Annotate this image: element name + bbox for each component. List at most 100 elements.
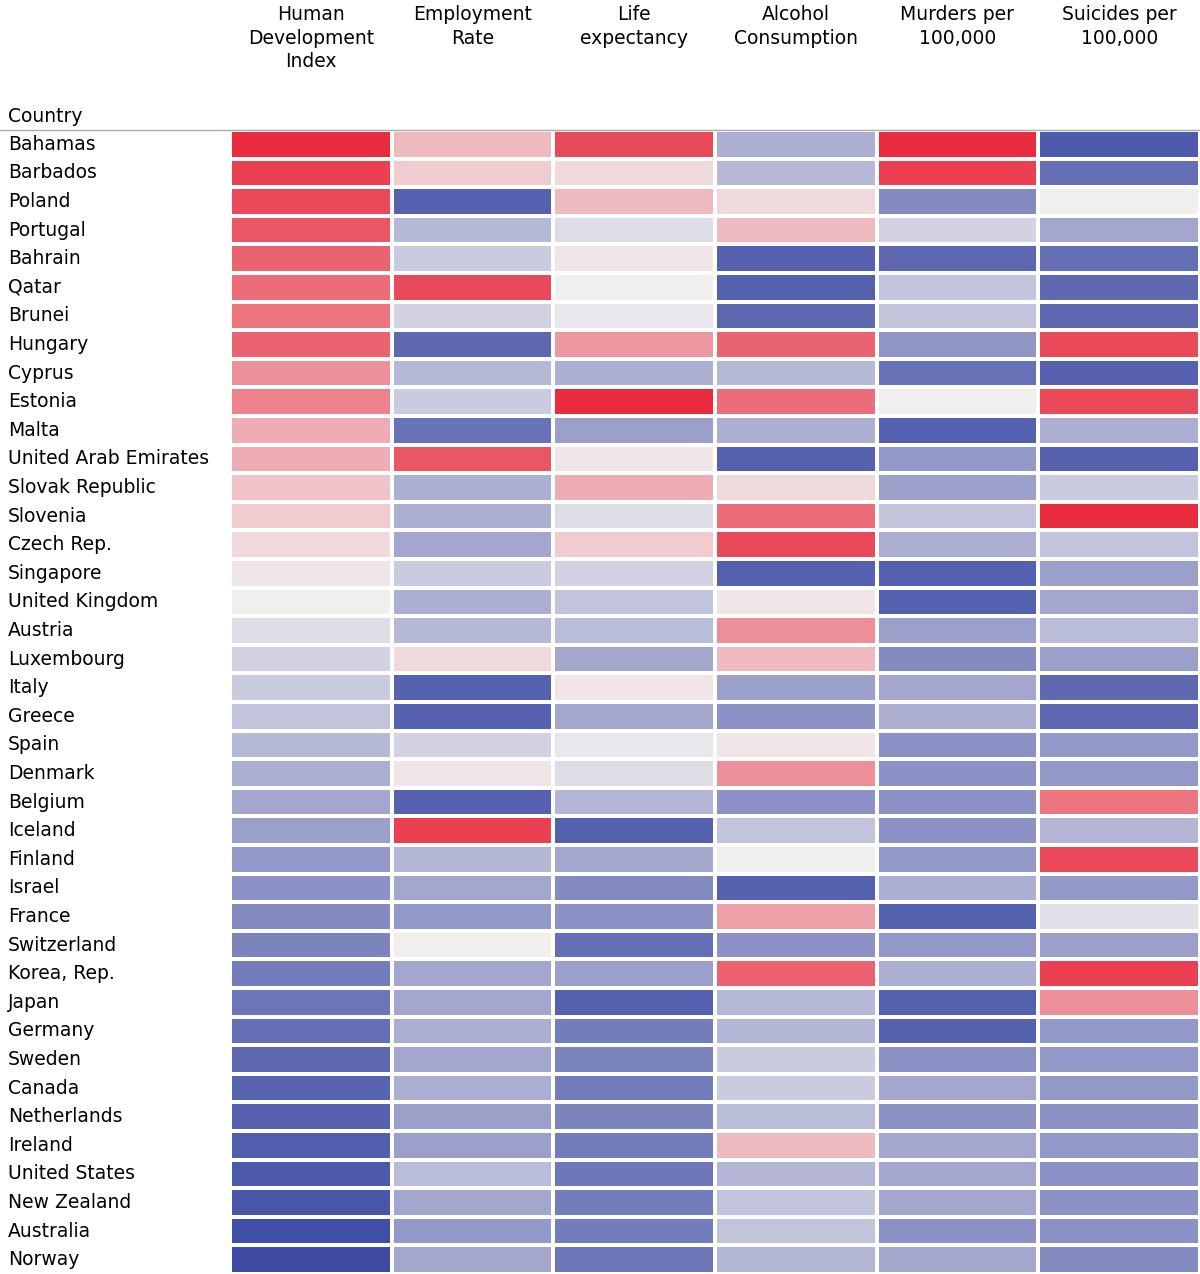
Bar: [556, 590, 713, 614]
Bar: [718, 390, 875, 414]
Bar: [878, 933, 1037, 957]
Bar: [394, 818, 551, 843]
Bar: [1040, 1162, 1198, 1186]
Text: Netherlands: Netherlands: [8, 1107, 122, 1126]
Bar: [1040, 447, 1198, 471]
Bar: [878, 705, 1037, 729]
Bar: [394, 1019, 551, 1043]
Bar: [556, 303, 713, 329]
Text: Hungary: Hungary: [8, 335, 89, 354]
Bar: [718, 561, 875, 586]
Text: Spain: Spain: [8, 735, 60, 754]
Bar: [394, 647, 551, 671]
Bar: [878, 1105, 1037, 1129]
Bar: [718, 303, 875, 329]
Text: Poland: Poland: [8, 192, 71, 211]
Text: Finland: Finland: [8, 850, 74, 869]
Bar: [1040, 761, 1198, 786]
Bar: [1040, 1047, 1198, 1071]
Text: Alcohol
Consumption: Alcohol Consumption: [734, 5, 858, 47]
Bar: [718, 590, 875, 614]
Bar: [556, 1105, 713, 1129]
Text: Australia: Australia: [8, 1222, 91, 1241]
Bar: [1040, 818, 1198, 843]
Bar: [556, 132, 713, 157]
Bar: [878, 962, 1037, 986]
Bar: [878, 761, 1037, 786]
Bar: [556, 733, 713, 757]
Bar: [394, 447, 551, 471]
Bar: [878, 447, 1037, 471]
Bar: [232, 818, 390, 843]
Bar: [1040, 705, 1198, 729]
Bar: [718, 647, 875, 671]
Bar: [1040, 1247, 1198, 1271]
Bar: [718, 218, 875, 242]
Text: Greece: Greece: [8, 707, 74, 726]
Bar: [394, 905, 551, 929]
Text: Bahamas: Bahamas: [8, 135, 96, 154]
Bar: [1040, 590, 1198, 614]
Bar: [394, 275, 551, 299]
Text: Norway: Norway: [8, 1250, 79, 1269]
Bar: [394, 418, 551, 442]
Text: Human
Development
Index: Human Development Index: [247, 5, 374, 71]
Bar: [878, 1162, 1037, 1186]
Bar: [1040, 1219, 1198, 1243]
Bar: [556, 761, 713, 786]
Bar: [232, 847, 390, 871]
Bar: [878, 733, 1037, 757]
Bar: [718, 1162, 875, 1186]
Bar: [1040, 190, 1198, 214]
Bar: [1040, 675, 1198, 699]
Text: Slovenia: Slovenia: [8, 507, 88, 526]
Bar: [556, 1162, 713, 1186]
Bar: [232, 675, 390, 699]
Bar: [232, 1190, 390, 1215]
Bar: [718, 818, 875, 843]
Bar: [878, 533, 1037, 557]
Bar: [1040, 561, 1198, 586]
Bar: [1040, 503, 1198, 529]
Bar: [1040, 847, 1198, 871]
Bar: [878, 390, 1037, 414]
Bar: [394, 1133, 551, 1158]
Bar: [232, 447, 390, 471]
Bar: [718, 1075, 875, 1101]
Bar: [718, 475, 875, 499]
Text: Ireland: Ireland: [8, 1136, 73, 1154]
Bar: [718, 990, 875, 1014]
Bar: [394, 675, 551, 699]
Bar: [556, 1075, 713, 1101]
Bar: [718, 1047, 875, 1071]
Bar: [556, 1019, 713, 1043]
Bar: [878, 161, 1037, 185]
Bar: [718, 790, 875, 814]
Bar: [878, 1133, 1037, 1158]
Bar: [718, 190, 875, 214]
Bar: [556, 905, 713, 929]
Bar: [232, 1219, 390, 1243]
Bar: [718, 962, 875, 986]
Bar: [394, 733, 551, 757]
Bar: [232, 361, 390, 386]
Bar: [556, 475, 713, 499]
Text: Denmark: Denmark: [8, 764, 95, 784]
Bar: [232, 647, 390, 671]
Bar: [556, 933, 713, 957]
Bar: [232, 1105, 390, 1129]
Bar: [394, 246, 551, 271]
Bar: [556, 618, 713, 643]
Bar: [394, 161, 551, 185]
Text: Japan: Japan: [8, 992, 60, 1012]
Bar: [878, 303, 1037, 329]
Bar: [232, 533, 390, 557]
Bar: [394, 1162, 551, 1186]
Bar: [1040, 875, 1198, 901]
Bar: [1040, 418, 1198, 442]
Bar: [878, 875, 1037, 901]
Bar: [878, 132, 1037, 157]
Bar: [878, 818, 1037, 843]
Bar: [1040, 733, 1198, 757]
Bar: [1040, 990, 1198, 1014]
